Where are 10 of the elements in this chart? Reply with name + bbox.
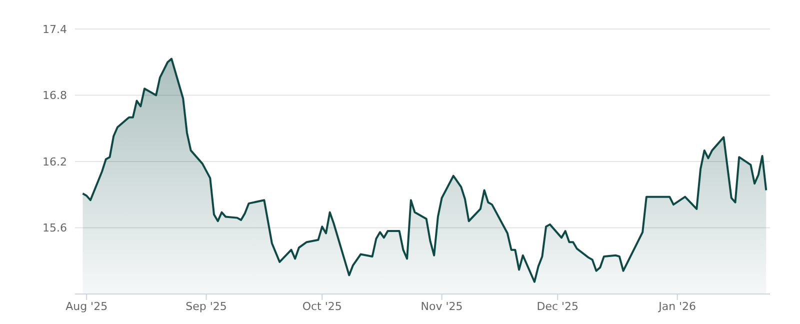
x-tick-label: Jan '26: [658, 300, 696, 313]
x-tick-label: Aug '25: [66, 300, 108, 313]
y-tick-label: 17.4: [42, 22, 67, 36]
x-tick-label: Oct '25: [302, 300, 342, 313]
y-tick-label: 16.2: [42, 155, 67, 168]
y-tick-label: 16.8: [42, 89, 67, 102]
x-tick-label: Sep '25: [186, 300, 227, 313]
x-tick-label: Dec '25: [536, 300, 579, 313]
x-tick-label: Nov '25: [420, 300, 463, 313]
y-tick-label: 15.6: [42, 222, 67, 235]
